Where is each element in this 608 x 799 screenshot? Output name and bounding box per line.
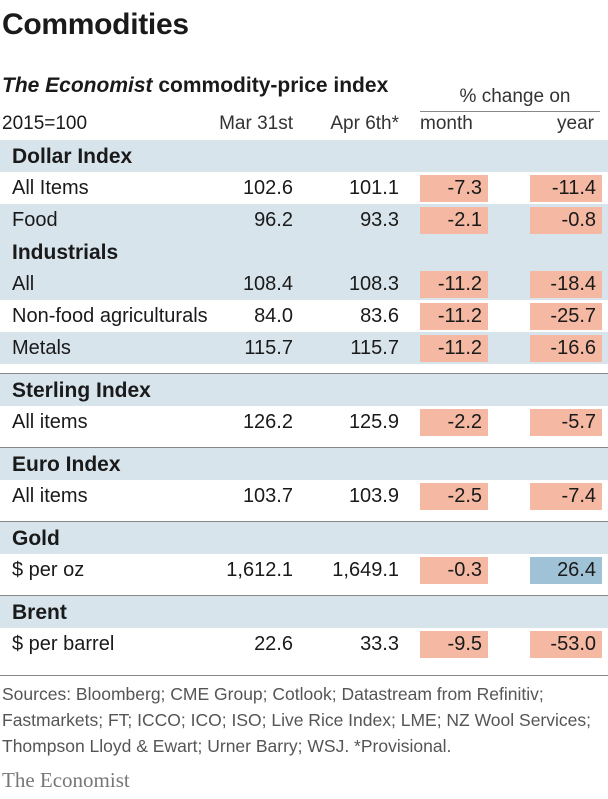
table-row: All items 103.7 103.9 -2.5 -7.4 <box>0 480 608 512</box>
row-label: $ per oz <box>12 559 85 581</box>
value-apr: 103.9 <box>348 485 399 507</box>
row-label: All items <box>12 485 88 507</box>
table-row: Metals 115.7 115.7 -11.2 -16.6 <box>0 332 608 364</box>
section-header: Euro Index <box>0 448 608 480</box>
table-row: $ per oz 1,612.1 1,649.1 -0.3 26.4 <box>0 554 608 586</box>
brand-logo: The Economist <box>2 768 130 792</box>
table-row: Food 96.2 93.3 -2.1 -0.8 <box>0 204 608 236</box>
section-header: Gold <box>0 522 608 554</box>
change-month: -2.2 <box>420 409 488 436</box>
value-mar: 108.4 <box>242 273 293 295</box>
change-month: -11.2 <box>420 335 488 362</box>
page-title: Commodities <box>2 8 189 41</box>
pct-change-rule <box>420 111 600 112</box>
table-bottom-rule <box>0 660 608 676</box>
base-year-label: 2015=100 <box>2 113 88 134</box>
table-row: Non-food agriculturals 84.0 83.6 -11.2 -25.7 <box>0 300 608 332</box>
change-year: -25.7 <box>530 303 602 330</box>
value-mar: 84.0 <box>254 305 293 327</box>
change-month: -7.3 <box>420 175 488 202</box>
row-label: Non-food agriculturals <box>12 305 208 327</box>
change-year: -11.4 <box>530 175 602 202</box>
section-divider <box>0 364 608 374</box>
change-year: -5.7 <box>530 409 602 436</box>
row-label: Metals <box>12 337 71 359</box>
change-month: -0.3 <box>420 557 488 584</box>
row-label: $ per barrel <box>12 633 115 655</box>
column-header-apr: Apr 6th* <box>330 113 399 134</box>
change-year: 26.4 <box>530 557 602 584</box>
change-year: -16.6 <box>530 335 602 362</box>
table-subtitle: The Economist commodity-price index <box>2 74 388 98</box>
table-row: All 108.4 108.3 -11.2 -18.4 <box>0 268 608 300</box>
section-header: Sterling Index <box>0 374 608 406</box>
value-mar: 115.7 <box>244 337 293 359</box>
value-apr: 125.9 <box>348 411 399 433</box>
table-row: $ per barrel 22.6 33.3 -9.5 -53.0 <box>0 628 608 660</box>
row-label: Food <box>12 209 58 231</box>
value-mar: 96.2 <box>254 209 293 231</box>
value-apr: 108.3 <box>348 273 399 295</box>
section-header: Brent <box>0 596 608 628</box>
pct-change-header: % change on <box>459 86 571 107</box>
value-mar: 102.6 <box>242 177 293 199</box>
value-mar: 22.6 <box>254 633 293 655</box>
value-mar: 103.7 <box>242 485 293 507</box>
section-divider <box>0 586 608 596</box>
section-divider <box>0 438 608 448</box>
column-header-year: year <box>557 113 594 134</box>
section-header: Dollar Index <box>0 140 608 172</box>
value-mar: 126.2 <box>242 411 293 433</box>
value-mar: 1,612.1 <box>226 559 293 581</box>
value-apr: 115.7 <box>350 337 399 359</box>
change-month: -2.5 <box>420 483 488 510</box>
row-label: All <box>12 273 35 295</box>
subtitle-publication: The Economist <box>2 74 153 97</box>
section-divider <box>0 512 608 522</box>
change-year: -0.8 <box>530 207 602 234</box>
change-year: -18.4 <box>530 271 602 298</box>
column-header-month: month <box>420 113 473 134</box>
subtitle-text: commodity-price index <box>152 74 389 97</box>
change-month: -2.1 <box>420 207 488 234</box>
value-apr: 1,649.1 <box>332 559 399 581</box>
change-year: -7.4 <box>530 483 602 510</box>
commodity-table: Dollar Index All Items 102.6 101.1 -7.3 -11.4… <box>0 140 608 676</box>
table-row: All items 126.2 125.9 -2.2 -5.7 <box>0 406 608 438</box>
section-header: Industrials <box>0 236 608 268</box>
row-label: All Items <box>12 177 89 199</box>
table-row: All Items 102.6 101.1 -7.3 -11.4 <box>0 172 608 204</box>
change-month: -9.5 <box>420 631 488 658</box>
sources-note: Sources: Bloomberg; CME Group; Cotlook; … <box>2 684 591 756</box>
change-year: -53.0 <box>530 631 602 658</box>
value-apr: 93.3 <box>360 209 399 231</box>
value-apr: 33.3 <box>360 633 399 655</box>
value-apr: 83.6 <box>360 305 399 327</box>
change-month: -11.2 <box>420 271 488 298</box>
column-header-mar: Mar 31st <box>219 113 293 134</box>
value-apr: 101.1 <box>348 177 399 199</box>
change-month: -11.2 <box>420 303 488 330</box>
row-label: All items <box>12 411 88 433</box>
